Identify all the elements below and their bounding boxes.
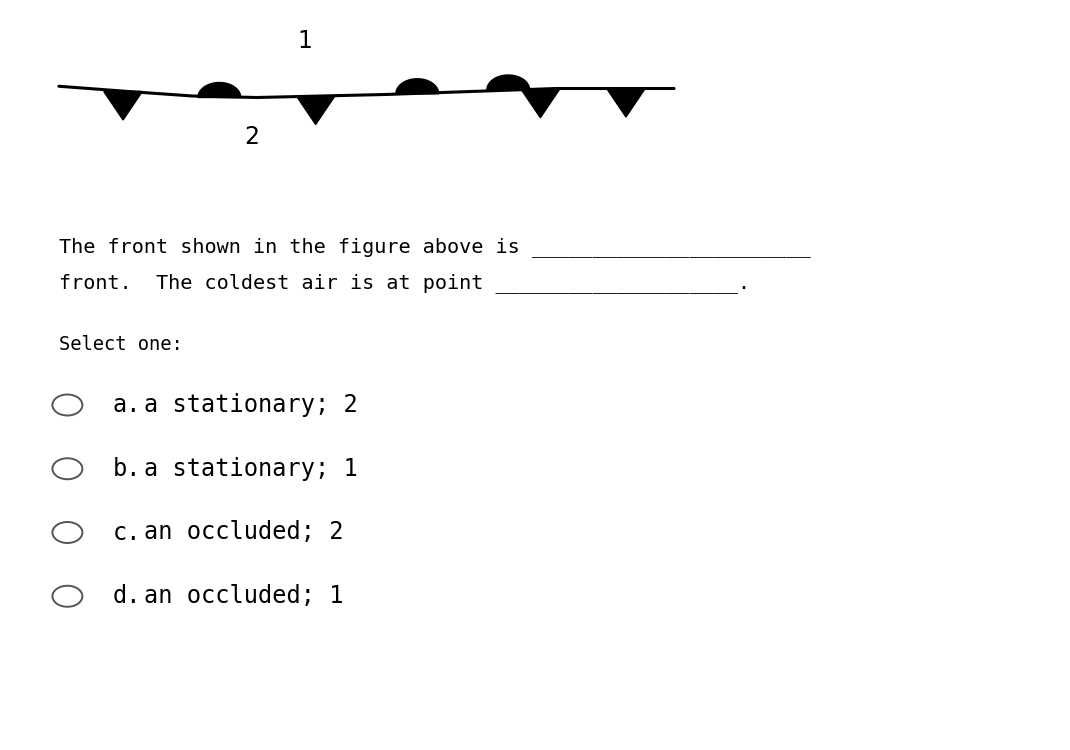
- Polygon shape: [198, 82, 241, 98]
- Text: a.: a.: [112, 393, 141, 417]
- Polygon shape: [521, 89, 560, 118]
- Text: c.: c.: [112, 520, 141, 544]
- Polygon shape: [396, 79, 439, 94]
- Text: an occluded; 2: an occluded; 2: [144, 520, 343, 544]
- Text: a stationary; 2: a stationary; 2: [144, 393, 358, 417]
- Text: a stationary; 1: a stationary; 1: [144, 457, 358, 481]
- Text: front.  The coldest air is at point ____________________.: front. The coldest air is at point _____…: [59, 274, 750, 293]
- Polygon shape: [296, 96, 335, 124]
- Polygon shape: [487, 75, 530, 90]
- Text: Select one:: Select one:: [59, 335, 183, 355]
- Polygon shape: [607, 88, 645, 117]
- Polygon shape: [104, 92, 142, 120]
- Text: d.: d.: [112, 584, 141, 608]
- Text: b.: b.: [112, 457, 141, 481]
- Text: 1: 1: [297, 29, 312, 53]
- Text: 2: 2: [244, 124, 259, 148]
- Text: The front shown in the figure above is _______________________: The front shown in the figure above is _…: [59, 238, 811, 257]
- Text: an occluded; 1: an occluded; 1: [144, 584, 343, 608]
